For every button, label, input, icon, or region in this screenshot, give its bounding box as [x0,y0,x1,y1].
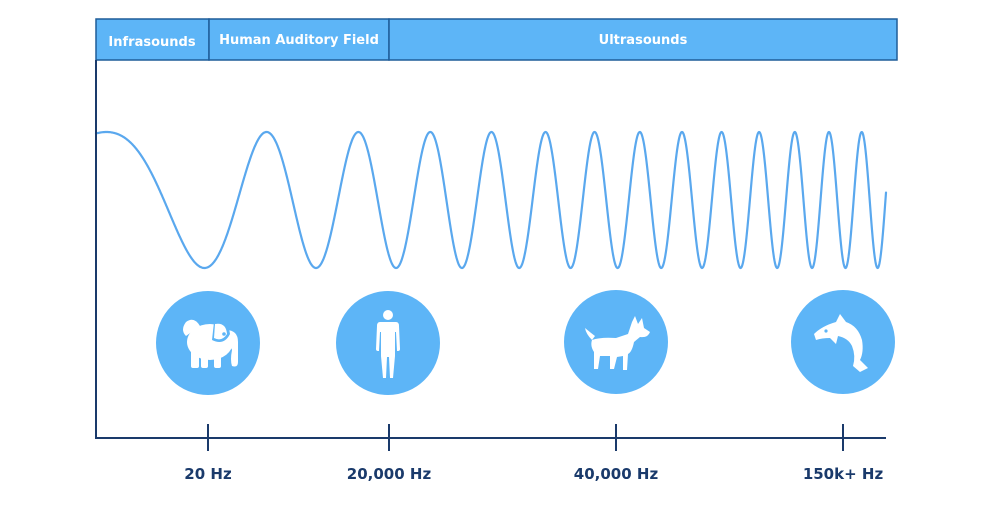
band-label-infrasounds: Infrasounds [108,35,195,50]
tick-label-20000hz: 20,000 Hz [347,465,432,483]
frequency-axis: 20 Hz 20,000 Hz 40,000 Hz 150k+ Hz [95,60,886,483]
dog-icon [585,316,650,370]
band-human-auditory-field [208,18,390,61]
band-ultrasounds [388,18,898,61]
band-label-human-auditory-field: Human Auditory Field [219,33,379,48]
human-icon [376,310,400,378]
dog-badge [564,290,668,394]
dolphin-badge [791,290,895,394]
dolphin-icon [814,314,868,372]
band-infrasounds [95,18,210,61]
elephant-badge [156,291,260,395]
elephant-icon [183,319,238,368]
tick-label-150khz: 150k+ Hz [803,465,884,483]
tick-label-20hz: 20 Hz [184,465,232,483]
band-label-ultrasounds: Ultrasounds [599,33,688,48]
frequency-band-header: Infrasounds Human Auditory Field Ultraso… [95,18,898,61]
human-badge [336,291,440,395]
sound-waveform [94,130,888,270]
tick-label-40000hz: 40,000 Hz [574,465,659,483]
